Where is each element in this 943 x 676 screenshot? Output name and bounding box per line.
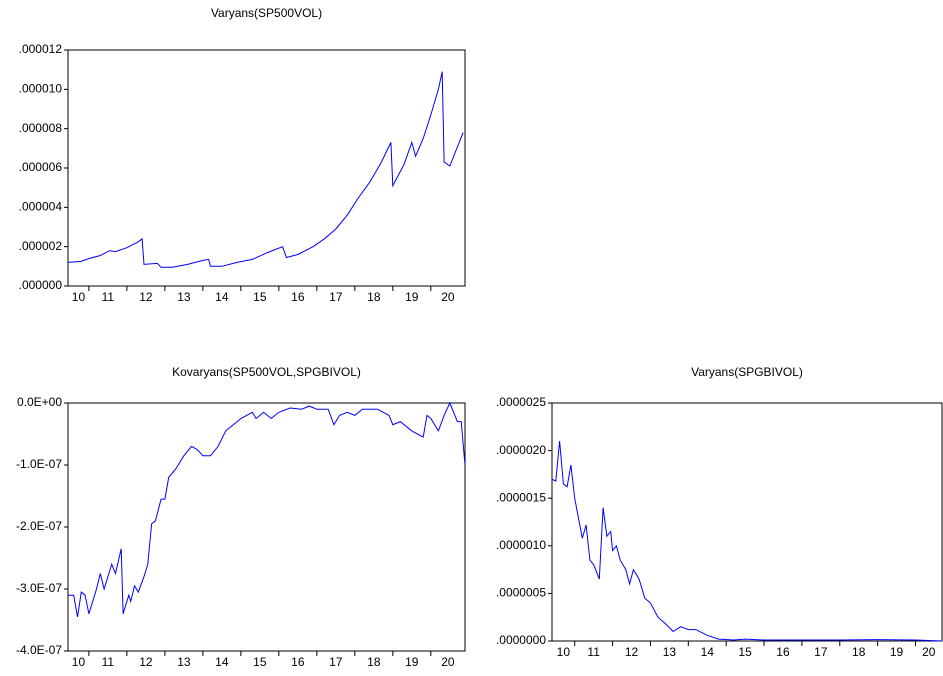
y-tick-label: -2.0E-07 bbox=[16, 519, 62, 533]
x-tick-label: 17 bbox=[329, 290, 343, 304]
y-tick-label: -1.0E-07 bbox=[16, 457, 62, 471]
x-tick-label: 13 bbox=[663, 645, 677, 659]
data-line bbox=[68, 401, 466, 617]
x-tick-label: 15 bbox=[738, 645, 752, 659]
plot-frame bbox=[551, 402, 943, 642]
x-tick-label: 15 bbox=[253, 655, 267, 669]
y-tick-label: .000006 bbox=[19, 160, 63, 174]
x-tick-label: 18 bbox=[367, 655, 381, 669]
x-tick-label: 14 bbox=[215, 290, 229, 304]
chart-title: Varyans(SPGBIVOL) bbox=[691, 365, 803, 379]
x-tick-label: 20 bbox=[441, 290, 455, 304]
x-tick-label: 19 bbox=[405, 655, 419, 669]
x-tick-label: 10 bbox=[72, 655, 86, 669]
y-tick-label: .000000 bbox=[19, 278, 63, 292]
x-tick-label: 20 bbox=[922, 645, 936, 659]
x-tick-label: 17 bbox=[329, 655, 343, 669]
x-tick-label: 13 bbox=[177, 655, 191, 669]
y-tick-label: .0000000 bbox=[496, 633, 546, 647]
x-tick-label: 14 bbox=[701, 645, 715, 659]
x-tick-label: 15 bbox=[253, 290, 267, 304]
y-tick-label: -4.0E-07 bbox=[16, 643, 62, 657]
x-tick-label: 12 bbox=[139, 655, 153, 669]
plot-frame bbox=[67, 49, 466, 287]
x-tick-label: 14 bbox=[215, 655, 229, 669]
y-tick-label: .000002 bbox=[19, 239, 63, 253]
y-tick-label: .000010 bbox=[19, 82, 63, 96]
x-tick-label: 10 bbox=[72, 290, 86, 304]
y-tick-label: .0000025 bbox=[496, 395, 546, 409]
data-line bbox=[551, 441, 943, 642]
data-line bbox=[67, 71, 464, 268]
y-tick-label: .000012 bbox=[19, 42, 63, 56]
x-tick-label: 16 bbox=[291, 290, 305, 304]
y-tick-label: .0000015 bbox=[496, 490, 546, 504]
y-tick-label: -3.0E-07 bbox=[16, 581, 62, 595]
chart-title: Kovaryans(SP500VOL,SPGBIVOL) bbox=[172, 365, 361, 379]
x-tick-label: 20 bbox=[441, 655, 455, 669]
y-tick-label: .000004 bbox=[19, 200, 63, 214]
x-tick-label: 11 bbox=[102, 290, 115, 304]
x-tick-label: 10 bbox=[557, 645, 571, 659]
x-tick-label: 16 bbox=[776, 645, 790, 659]
y-tick-label: .0000010 bbox=[496, 538, 546, 552]
y-tick-label: .0000005 bbox=[496, 586, 546, 600]
y-tick-label: .000008 bbox=[19, 121, 63, 135]
x-tick-label: 17 bbox=[814, 645, 828, 659]
y-tick-label: .0000020 bbox=[496, 443, 546, 457]
x-tick-label: 12 bbox=[139, 290, 153, 304]
x-tick-label: 13 bbox=[177, 290, 191, 304]
x-tick-label: 19 bbox=[890, 645, 904, 659]
x-tick-label: 11 bbox=[102, 655, 115, 669]
x-tick-label: 18 bbox=[852, 645, 866, 659]
x-tick-label: 12 bbox=[625, 645, 639, 659]
x-tick-label: 16 bbox=[291, 655, 305, 669]
x-tick-label: 18 bbox=[367, 290, 381, 304]
x-tick-label: 19 bbox=[405, 290, 419, 304]
chart-title: Varyans(SP500VOL) bbox=[211, 6, 322, 20]
x-tick-label: 11 bbox=[587, 645, 600, 659]
y-tick-label: 0.0E+00 bbox=[17, 395, 62, 409]
plot-frame bbox=[67, 402, 466, 652]
